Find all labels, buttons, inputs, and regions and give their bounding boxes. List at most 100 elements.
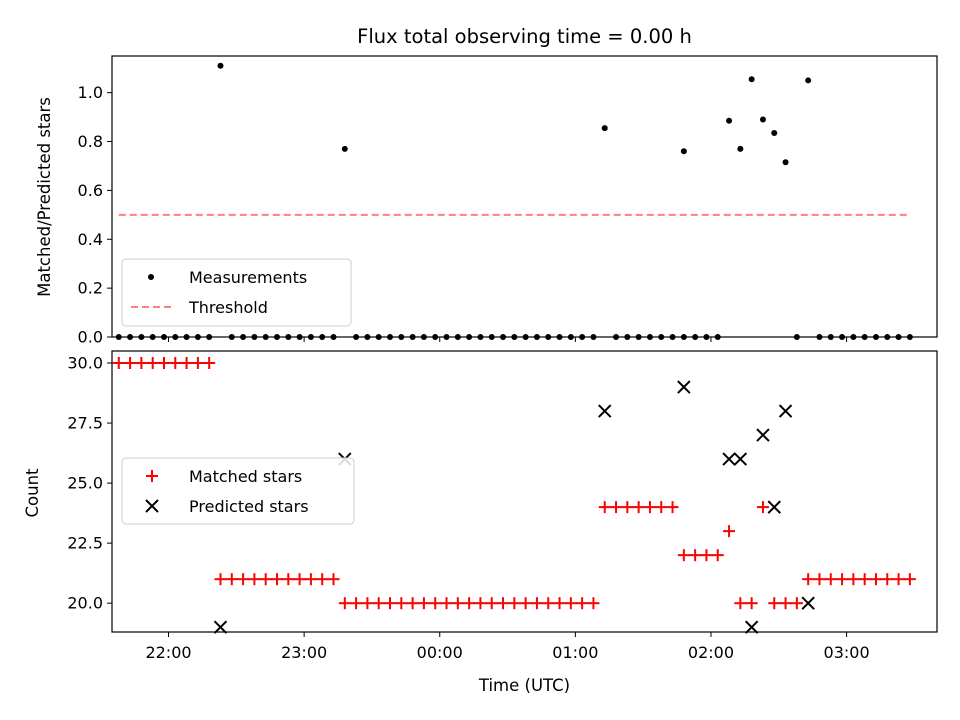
matched-stars-point [858,573,871,586]
matched-stars-point [225,573,238,586]
matched-stars-point [429,597,442,610]
matched-stars-point [372,597,385,610]
matched-stars-point [587,597,600,610]
bottom-x-tick-label: 03:00 [824,643,870,662]
matched-stars-point [836,573,849,586]
bottom-plot-frame [111,350,938,633]
bottom-legend-box [121,457,355,525]
bottom-x-tick-label: 23:00 [281,643,327,662]
predicted-stars-point [677,380,691,394]
measurement-point [782,159,789,166]
matched-stars-point [497,597,510,610]
predicted-stars-point [722,452,736,466]
bottom-y-tick-label: 20.0 [67,594,103,613]
bottom-y-tick-label: 22.5 [67,534,103,553]
matched-stars-point [282,573,295,586]
matched-stars-point [203,357,216,370]
top-y-tick-label: 0.2 [78,279,103,298]
matched-stars-point [553,597,566,610]
legend-measurements-marker [148,274,154,280]
bottom-y-tick-label: 27.5 [67,414,103,433]
bottom-x-axis-label: Time (UTC) [478,676,570,695]
bottom-x-ticks: 22:00 23:00 00:00 01:00 02:00 03:00 [145,632,870,662]
predicted-stars-point [213,620,228,634]
top-chart-title: Flux total observing time = 0.00 h [357,25,692,48]
top-y-tick-label: 0.6 [78,181,103,200]
matched-stars-point [643,501,656,514]
matched-stars-point [903,573,916,586]
measurement-point [737,145,744,152]
measurement-point [748,76,755,83]
matched-stars-point [745,597,758,610]
matched-stars-point [700,549,713,562]
predicted-stars-point [744,620,759,634]
bottom-legend: Matched stars Predicted stars [121,457,355,525]
matched-stars-point [146,357,159,370]
bottom-y-tick-label: 30.0 [67,354,103,373]
matched-stars-point [610,501,623,514]
matched-stars-point [813,573,826,586]
matched-stars-point [124,357,137,370]
measurement-point [217,62,224,69]
measurement-point [680,148,687,155]
matched-stars-point [576,597,589,610]
matched-stars-point [191,357,204,370]
top-plot-frame [111,55,938,338]
matched-stars-point [259,573,272,586]
matched-stars-point [237,573,250,586]
top-y-tick-label: 1.0 [78,83,103,102]
matched-stars-point [463,597,476,610]
matched-stars-point [271,573,283,586]
top-y-tick-label: 0.0 [78,328,103,347]
bottom-y-tick-label: 25.0 [67,474,103,493]
matched-stars-point [474,597,487,610]
measurement-point [726,117,733,124]
legend-measurements-label: Measurements [189,268,307,287]
matched-stars-point [632,501,645,514]
matched-stars-point [621,501,634,514]
matched-stars-point [384,597,397,610]
matched-stars-point [711,549,724,562]
matched-stars-point [214,573,227,586]
matched-stars-point [316,573,329,586]
matched-stars-point [508,597,521,610]
matched-stars-point [327,573,340,586]
matched-stars-point [350,597,363,610]
matched-stars-point [530,597,543,610]
predicted-stars-point [733,452,748,466]
matched-stars-point [248,573,261,586]
matched-stars-point [519,597,532,610]
matched-stars-point [406,597,419,610]
matched-stars-point [666,501,679,514]
legend-predicted-stars-label: Predicted stars [189,497,309,516]
matched-stars-point [440,597,453,610]
predicted-stars-point [778,404,793,418]
matched-stars-point [304,573,317,586]
matched-stars-point [802,573,815,586]
matched-stars-point [677,549,690,562]
bottom-x-tick-label: 00:00 [417,643,463,662]
top-x-tick-marks [168,337,848,342]
legend-matched-stars-label: Matched stars [189,467,302,486]
top-y-ticks: 0.0 0.2 0.4 0.6 0.8 1.0 [78,83,112,347]
predicted-stars-point [756,428,770,442]
matched-stars-point [361,597,374,610]
top-y-tick-label: 0.8 [78,132,103,151]
top-legend: Measurements Threshold [121,258,352,327]
matched-stars-point [395,597,408,610]
legend-threshold-label: Threshold [188,298,268,317]
bottom-y-ticks: 20.0 22.5 25.0 27.5 30.0 [67,354,112,613]
matched-stars-point [734,597,747,610]
predicted-stars-point [801,596,815,610]
matched-stars-point [790,597,803,610]
bottom-x-tick-label: 22:00 [145,643,191,662]
measurement-point [759,116,766,123]
matched-stars-point [689,549,702,562]
predicted-stars-point [767,500,781,514]
matched-stars-point [869,573,882,586]
measurement-point [805,77,812,84]
matched-stars-point [881,573,894,586]
